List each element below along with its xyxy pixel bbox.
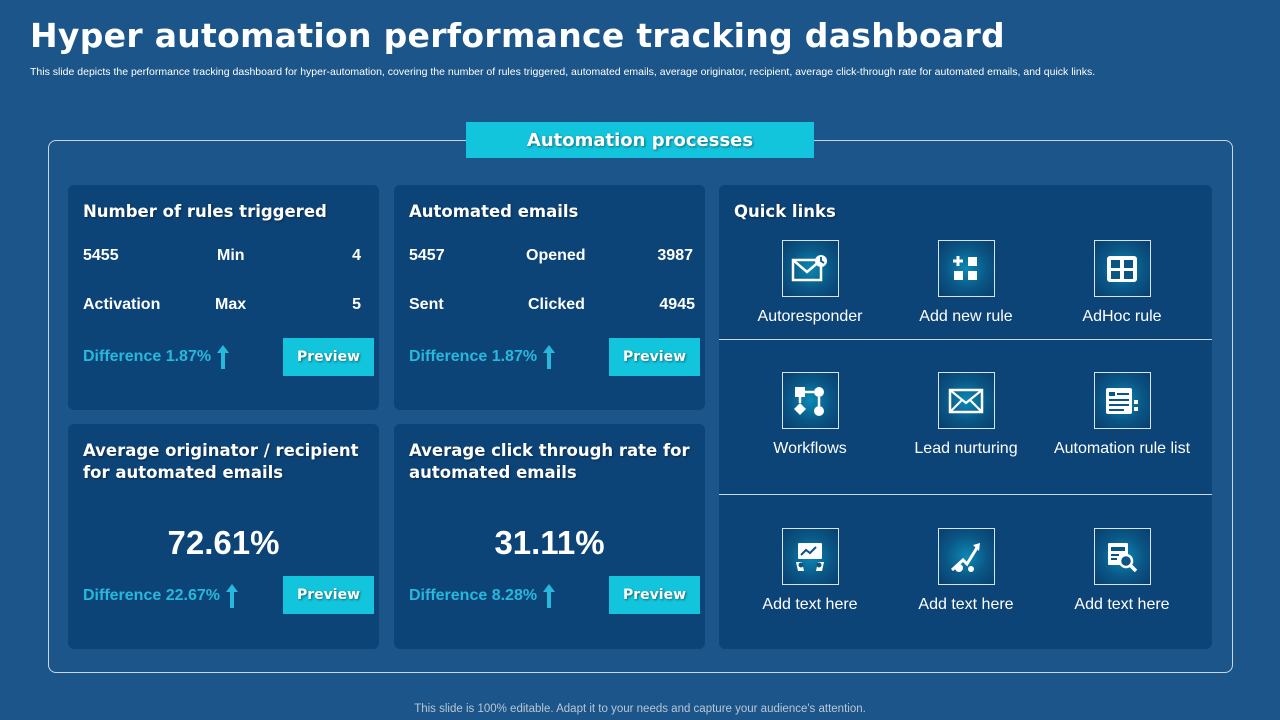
- clicked-value: 4945: [659, 296, 695, 313]
- max-value: 5: [352, 296, 361, 313]
- rules-count: 5455: [83, 247, 119, 264]
- min-value: 4: [352, 247, 361, 264]
- click-through-rate-card: Average click through rate for automated…: [394, 424, 705, 649]
- arrow-up-icon: [225, 584, 238, 608]
- divider: [719, 494, 1212, 495]
- rules-triggered-card: Number of rules triggered 5455 Min 4 Act…: [68, 185, 379, 410]
- divider: [719, 339, 1212, 340]
- quick-link-label: Lead nurturing: [914, 440, 1018, 457]
- difference-indicator: Difference 22.67%: [83, 584, 238, 608]
- emails-count: 5457: [409, 247, 445, 264]
- quick-link-placeholder-1[interactable]: Add text here: [732, 528, 888, 614]
- card-title: Number of rules triggered: [83, 202, 327, 221]
- growth-chart-icon: [937, 528, 995, 585]
- quick-link-add-new-rule[interactable]: Add new rule: [888, 240, 1044, 326]
- difference-indicator: Difference 1.87%: [83, 345, 230, 369]
- difference-text: Difference 1.87%: [409, 348, 538, 365]
- quick-link-label: AdHoc rule: [1082, 308, 1162, 325]
- quick-link-lead-nurturing[interactable]: Lead nurturing: [888, 372, 1044, 458]
- max-label: Max: [215, 296, 247, 313]
- quick-links-title: Quick links: [734, 202, 836, 221]
- section-label: Automation processes: [466, 122, 814, 158]
- quick-link-workflows[interactable]: Workflows: [732, 372, 888, 458]
- quick-link-placeholder-2[interactable]: Add text here: [888, 528, 1044, 614]
- quick-link-placeholder-3[interactable]: Add text here: [1044, 528, 1200, 614]
- autoresponder-icon: [781, 240, 839, 297]
- workflow-icon: [781, 372, 839, 429]
- quick-links-panel: Quick links Autoresponder Add new rule: [719, 185, 1212, 649]
- quick-link-label: Autoresponder: [757, 308, 863, 325]
- envelope-icon: [937, 372, 995, 429]
- adhoc-rule-icon: [1093, 240, 1151, 297]
- clicked-label: Clicked: [528, 296, 585, 313]
- card-title: Automated emails: [409, 202, 579, 221]
- rule-list-icon: [1093, 372, 1151, 429]
- quick-link-automation-rule-list[interactable]: Automation rule list: [1044, 372, 1200, 458]
- difference-text: Difference 1.87%: [83, 348, 212, 365]
- quick-link-label: Add text here: [918, 596, 1014, 613]
- quick-link-autoresponder[interactable]: Autoresponder: [732, 240, 888, 326]
- quick-link-label: Workflows: [773, 440, 847, 457]
- quick-link-label: Add text here: [1074, 596, 1170, 613]
- difference-text: Difference 22.67%: [83, 587, 220, 604]
- originator-rate-value: 72.61%: [167, 524, 280, 561]
- quick-link-label: Add new rule: [919, 308, 1013, 325]
- arrow-up-icon: [543, 345, 556, 369]
- activation-label: Activation: [83, 296, 161, 313]
- difference-indicator: Difference 1.87%: [409, 345, 556, 369]
- sent-label: Sent: [409, 296, 444, 313]
- search-analytics-icon: [1093, 528, 1151, 585]
- arrow-up-icon: [217, 345, 230, 369]
- quick-link-label: Automation rule list: [1053, 440, 1191, 457]
- page-title: Hyper automation performance tracking da…: [30, 16, 1005, 55]
- card-title: Average originator / recipient for autom…: [83, 441, 359, 482]
- preview-button[interactable]: Preview: [283, 576, 374, 614]
- page-subtitle: This slide depicts the performance track…: [30, 66, 1096, 78]
- automated-emails-card: Automated emails 5457 Opened 3987 Sent C…: [394, 185, 705, 410]
- opened-label: Opened: [526, 247, 586, 264]
- preview-button[interactable]: Preview: [609, 338, 700, 376]
- originator-recipient-card: Average originator / recipient for autom…: [68, 424, 379, 649]
- click-through-rate-value: 31.11%: [494, 524, 605, 561]
- difference-indicator: Difference 8.28%: [409, 584, 556, 608]
- card-title: Average click through rate for automated…: [409, 441, 690, 482]
- dashboard-icon: [781, 528, 839, 585]
- add-rule-icon: [937, 240, 995, 297]
- difference-text: Difference 8.28%: [409, 587, 538, 604]
- preview-button[interactable]: Preview: [283, 338, 374, 376]
- min-label: Min: [217, 247, 245, 264]
- preview-button[interactable]: Preview: [609, 576, 700, 614]
- quick-link-label: Add text here: [762, 596, 858, 613]
- quick-link-adhoc-rule[interactable]: AdHoc rule: [1044, 240, 1200, 326]
- arrow-up-icon: [543, 584, 556, 608]
- opened-value: 3987: [657, 247, 693, 264]
- footer-note: This slide is 100% editable. Adapt it to…: [414, 703, 866, 715]
